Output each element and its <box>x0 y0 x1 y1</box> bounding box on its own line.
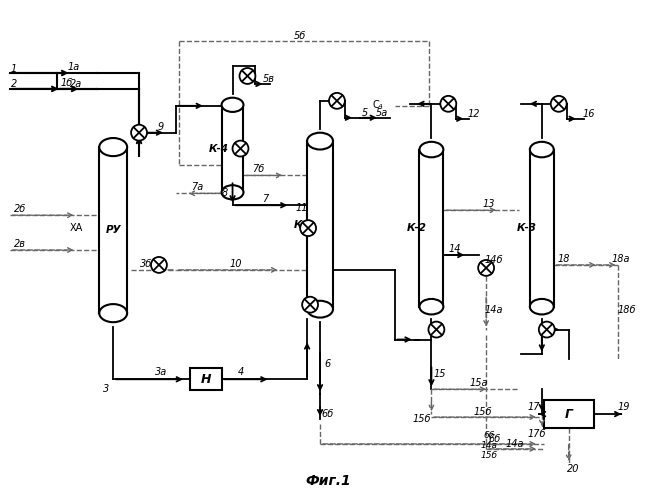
Text: 17: 17 <box>527 402 540 412</box>
Text: 13: 13 <box>483 200 495 209</box>
Circle shape <box>300 220 316 236</box>
Ellipse shape <box>222 98 243 112</box>
Ellipse shape <box>419 142 443 158</box>
Polygon shape <box>419 150 443 306</box>
Text: 14б: 14б <box>485 255 503 265</box>
Text: 5: 5 <box>361 108 368 118</box>
Text: 6б: 6б <box>322 409 334 419</box>
Text: 1: 1 <box>10 64 17 74</box>
Circle shape <box>551 96 567 112</box>
Text: 7: 7 <box>262 194 268 204</box>
Polygon shape <box>530 150 554 306</box>
Text: 9: 9 <box>158 122 164 132</box>
Polygon shape <box>307 141 333 309</box>
Circle shape <box>329 93 345 109</box>
Text: 15а: 15а <box>470 378 489 388</box>
Text: 4: 4 <box>237 368 243 378</box>
Ellipse shape <box>530 142 554 158</box>
Text: 18а: 18а <box>611 254 630 264</box>
Text: К-4: К-4 <box>209 144 228 154</box>
Text: Н: Н <box>201 373 211 386</box>
Polygon shape <box>544 400 594 428</box>
Text: ХА: ХА <box>70 223 83 233</box>
Text: 2: 2 <box>10 79 17 89</box>
Ellipse shape <box>307 132 333 150</box>
Circle shape <box>478 260 494 276</box>
Ellipse shape <box>99 304 127 322</box>
Text: РУ: РУ <box>106 225 121 235</box>
Text: 7а: 7а <box>191 182 203 192</box>
Text: 8: 8 <box>222 188 228 198</box>
Ellipse shape <box>222 185 243 200</box>
Text: 2а: 2а <box>70 79 83 89</box>
Text: 3: 3 <box>103 384 110 394</box>
Circle shape <box>151 257 167 273</box>
Text: К-2: К-2 <box>407 223 426 233</box>
Ellipse shape <box>530 299 554 314</box>
Ellipse shape <box>419 299 443 314</box>
Text: 3а: 3а <box>155 368 167 378</box>
Text: 3б: 3б <box>140 259 152 269</box>
Polygon shape <box>99 147 127 313</box>
Text: 6б: 6б <box>488 434 500 444</box>
Ellipse shape <box>307 301 333 318</box>
Text: 15б: 15б <box>474 407 493 417</box>
Text: 17б: 17б <box>527 429 546 439</box>
Circle shape <box>302 296 318 312</box>
Text: Г: Г <box>565 408 573 420</box>
Text: 14: 14 <box>448 244 461 254</box>
Text: К-1: К-1 <box>294 220 314 230</box>
Text: 16: 16 <box>583 109 595 119</box>
Text: 2в: 2в <box>14 239 26 249</box>
Ellipse shape <box>99 138 127 156</box>
Circle shape <box>232 140 249 156</box>
Text: 20: 20 <box>567 464 580 474</box>
Text: 6б: 6б <box>483 432 495 440</box>
Circle shape <box>440 96 457 112</box>
Circle shape <box>428 322 444 338</box>
Circle shape <box>131 124 147 140</box>
Text: 1б: 1б <box>60 78 73 88</box>
Text: 5б: 5б <box>294 31 306 41</box>
Text: 7б: 7б <box>253 164 264 174</box>
Text: 5в: 5в <box>262 74 274 84</box>
Polygon shape <box>222 105 243 192</box>
Text: 6: 6 <box>325 360 331 370</box>
Text: 12: 12 <box>468 109 480 119</box>
Text: 15б: 15б <box>481 452 498 460</box>
Text: 14а: 14а <box>506 439 524 449</box>
Text: 19: 19 <box>617 402 630 412</box>
Text: С₄: С₄ <box>373 100 383 110</box>
Circle shape <box>539 322 555 338</box>
Text: 14а: 14а <box>485 304 503 314</box>
Text: 1а: 1а <box>68 62 79 72</box>
Text: 15б: 15б <box>412 414 431 424</box>
Text: 11: 11 <box>296 203 308 213</box>
Text: Фиг.1: Фиг.1 <box>305 474 351 488</box>
Text: К-3: К-3 <box>517 223 537 233</box>
Text: 10: 10 <box>229 259 242 269</box>
Circle shape <box>239 68 255 84</box>
Text: 14а: 14а <box>481 442 498 450</box>
Text: 18: 18 <box>558 254 570 264</box>
Text: 5а: 5а <box>376 108 388 118</box>
Text: 2б: 2б <box>14 204 26 214</box>
Text: 15: 15 <box>433 370 445 380</box>
Polygon shape <box>190 368 222 390</box>
Text: 18б: 18б <box>617 304 636 314</box>
